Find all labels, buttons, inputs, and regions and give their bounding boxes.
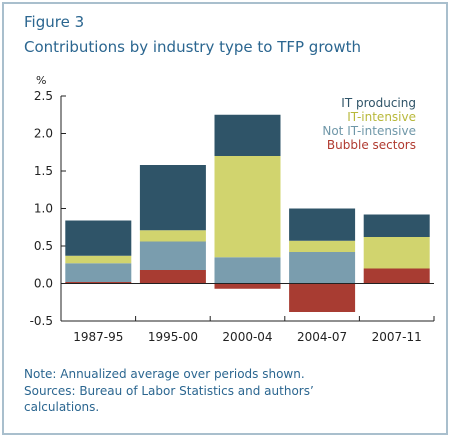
y-tick-label: 0.5 <box>34 239 53 253</box>
figure-label: Figure 3 <box>24 13 85 31</box>
bar-it-intensive-0 <box>65 255 132 264</box>
bar-not-it-intensive-3 <box>289 252 356 284</box>
y-tick-label: 1.0 <box>34 202 53 216</box>
bar-bubble-sectors-0 <box>65 282 132 284</box>
bar-not-it-intensive-1 <box>139 241 206 270</box>
note-line-1: Note: Annualized average over periods sh… <box>24 367 305 381</box>
x-tick-label: 2004-07 <box>297 330 347 344</box>
note-line-2: Sources: Bureau of Labor Statistics and … <box>24 384 314 398</box>
x-tick-label: 2000-04 <box>222 330 272 344</box>
bar-it-intensive-2 <box>214 156 281 258</box>
legend-not-it-intensive: Not IT-intensive <box>322 124 416 138</box>
x-tick-label: 1987-95 <box>73 330 123 344</box>
bar-bubble-sectors-1 <box>139 270 206 284</box>
bar-bubble-sectors-2 <box>214 283 281 289</box>
bar-it-producing-2 <box>214 114 281 156</box>
bar-it-intensive-4 <box>363 237 430 269</box>
bar-it-intensive-1 <box>139 230 206 242</box>
bar-it-producing-4 <box>363 214 430 237</box>
bar-it-intensive-3 <box>289 240 356 252</box>
y-axis-unit: % <box>36 74 47 87</box>
x-tick-label: 2007-11 <box>372 330 422 344</box>
bar-bubble-sectors-3 <box>289 283 356 312</box>
y-tick-label: -0.5 <box>30 314 53 328</box>
bar-it-producing-3 <box>289 208 356 241</box>
bar-it-producing-0 <box>65 220 132 256</box>
legend-bubble-sectors: Bubble sectors <box>327 138 416 152</box>
y-tick-label: 1.5 <box>34 164 53 178</box>
bar-not-it-intensive-2 <box>214 257 281 284</box>
y-tick-label: 0.0 <box>34 277 53 291</box>
bar-not-it-intensive-0 <box>65 263 132 282</box>
x-tick-label: 1995-00 <box>148 330 198 344</box>
legend-it-intensive: IT-intensive <box>347 110 416 124</box>
y-tick-label: 2.0 <box>34 127 53 141</box>
note-line-3: calculations. <box>24 400 100 414</box>
legend-it-producing: IT producing <box>341 96 416 110</box>
y-tick-label: 2.5 <box>34 89 53 103</box>
chart-title: Contributions by industry type to TFP gr… <box>24 38 361 56</box>
bar-it-producing-1 <box>139 165 206 231</box>
bar-bubble-sectors-4 <box>363 268 430 284</box>
